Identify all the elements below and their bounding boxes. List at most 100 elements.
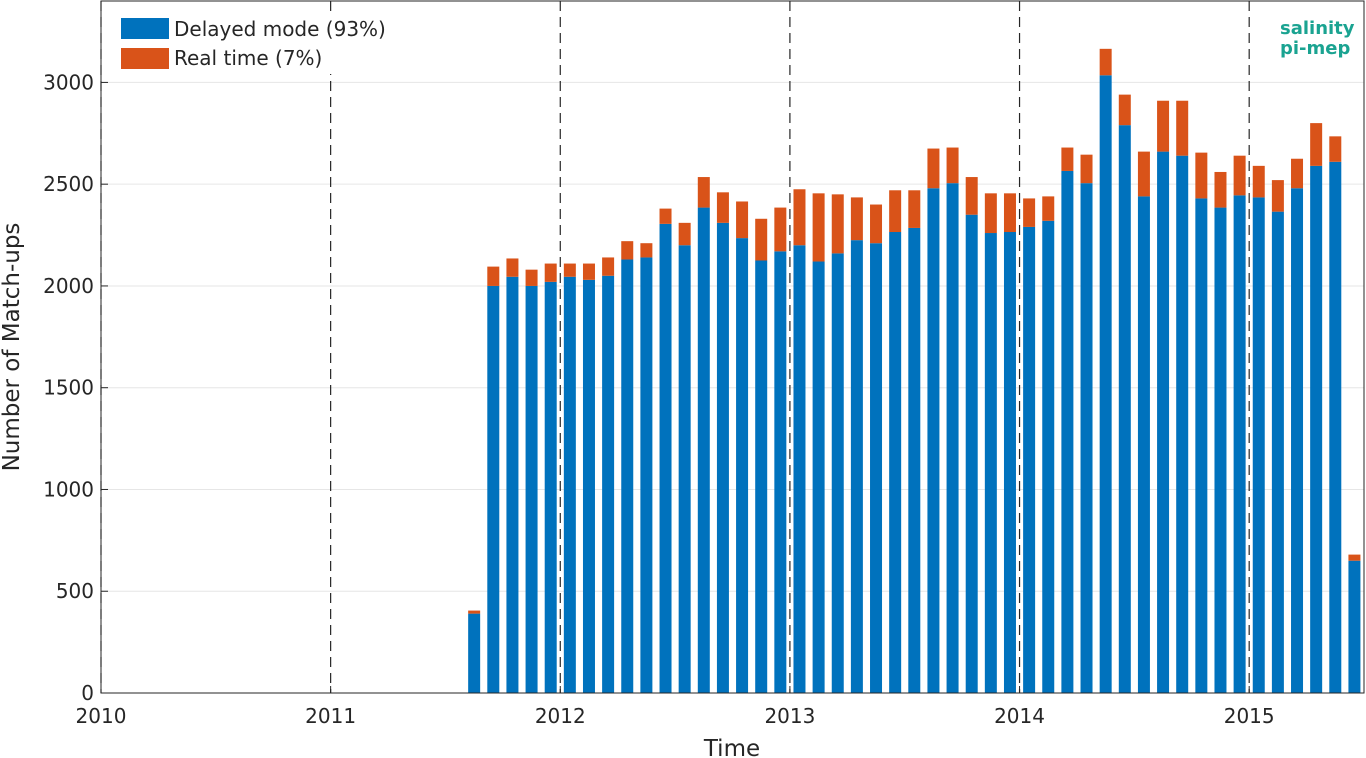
bar-delayed-2014-09: [1176, 155, 1189, 693]
bar-realtime-2013-10: [965, 177, 978, 215]
x-axis-ticks: 2010 2011 2012 2013 2014 2015: [76, 686, 1275, 728]
bar-delayed-2013-10: [965, 214, 978, 694]
legend-label-delayed: Delayed mode (93%): [174, 17, 386, 41]
bar-delayed-2012-07: [678, 245, 691, 693]
x-tick-label-2014: 2014: [994, 704, 1045, 728]
bar-realtime-2012-11: [755, 218, 768, 261]
bar-realtime-2012-04: [621, 241, 634, 260]
bar-delayed-2012-02: [582, 279, 595, 693]
bar-delayed-2014-05: [1099, 75, 1112, 694]
plot-frame: [100, 0, 1365, 694]
bar-delayed-2011-11: [525, 285, 538, 693]
bar-realtime-2011-12: [544, 263, 557, 282]
bar-delayed-2013-02: [812, 261, 825, 693]
bar-delayed-2015-05: [1329, 161, 1342, 694]
bar-realtime-2014-06: [1118, 94, 1131, 126]
bar-realtime-2012-02: [582, 263, 595, 280]
bar-realtime-2013-03: [831, 194, 844, 254]
bar-realtime-2011-09: [487, 266, 500, 286]
salinity-pi-mep-logo: salinity pi-mep: [1280, 18, 1355, 59]
bar-realtime-2013-09: [946, 147, 959, 184]
legend-swatch-delayed: [121, 18, 169, 39]
bar-delayed-2012-10: [736, 238, 749, 694]
bar-delayed-2013-12: [1003, 232, 1016, 693]
bar-delayed-2011-09: [487, 285, 500, 693]
bar-delayed-2013-09: [946, 183, 959, 694]
bar-realtime-2013-12: [1003, 193, 1016, 233]
bar-delayed-2013-07: [908, 227, 921, 693]
bar-delayed-2013-05: [870, 243, 883, 693]
legend-swatch-realtime: [121, 48, 169, 69]
bar-realtime-2012-07: [678, 222, 691, 246]
bar-delayed-2012-11: [755, 260, 768, 693]
bar-realtime-2012-10: [736, 201, 749, 239]
bar-delayed-2015-04: [1310, 165, 1323, 693]
bar-delayed-2012-12: [774, 251, 787, 693]
bar-realtime-2013-06: [889, 190, 902, 233]
bar-realtime-2012-09: [716, 192, 729, 223]
bar-delayed-2014-07: [1137, 196, 1150, 693]
x-axis-title: Time: [703, 736, 760, 758]
bar-delayed-2015-01: [1252, 197, 1265, 693]
bar-realtime-2015-03: [1291, 158, 1304, 189]
bar-realtime-2013-08: [927, 148, 940, 189]
bar-realtime-2012-01: [563, 263, 576, 277]
bar-delayed-2014-04: [1080, 183, 1093, 694]
bar-delayed-2014-08: [1157, 151, 1170, 694]
bar-delayed-2014-06: [1118, 125, 1131, 693]
bar-delayed-2011-12: [544, 281, 557, 693]
bar-realtime-2015-05: [1329, 136, 1342, 162]
bar-delayed-2014-10: [1195, 198, 1208, 693]
bar-delayed-2012-05: [640, 257, 653, 693]
bar-realtime-2013-11: [984, 193, 997, 234]
bar-realtime-2014-09: [1176, 100, 1189, 156]
bar-realtime-2014-11: [1214, 171, 1227, 208]
bar-delayed-2011-08: [468, 613, 481, 693]
bar-realtime-2014-04: [1080, 154, 1093, 184]
bar-realtime-2014-07: [1137, 151, 1150, 197]
bar-delayed-2011-10: [506, 276, 519, 693]
bar-realtime-2012-06: [659, 208, 672, 224]
bar-delayed-2014-03: [1061, 170, 1074, 694]
y-tick-label-3000: 3000: [43, 70, 94, 94]
bar-realtime-2015-04: [1310, 123, 1323, 166]
bar-realtime-2015-02: [1271, 180, 1284, 212]
bar-delayed-2015-06: [1348, 560, 1361, 693]
bar-realtime-2013-07: [908, 190, 921, 228]
y-tick-label-1500: 1500: [43, 376, 94, 400]
bar-delayed-2012-06: [659, 223, 672, 694]
bar-realtime-2015-01: [1252, 165, 1265, 198]
bar-realtime-2011-11: [525, 269, 538, 286]
bar-realtime-2013-02: [812, 193, 825, 262]
bar-delayed-2015-02: [1271, 211, 1284, 693]
y-tick-label-0: 0: [81, 681, 94, 705]
bar-realtime-2014-02: [1042, 196, 1055, 221]
y-axis-ticks: 0 500 1000 1500 2000 2500 3000: [43, 70, 108, 705]
bar-realtime-2012-08: [697, 177, 710, 208]
bars: [468, 48, 1361, 694]
logo-text-line2: pi-mep: [1280, 38, 1350, 59]
bar-delayed-2013-03: [831, 253, 844, 693]
bar-delayed-2014-12: [1233, 195, 1246, 693]
bar-delayed-2014-01: [1023, 226, 1036, 693]
logo-text-line1: salinity: [1280, 18, 1355, 39]
bar-realtime-2014-12: [1233, 155, 1246, 196]
bar-delayed-2013-04: [850, 240, 863, 693]
bar-delayed-2014-11: [1214, 207, 1227, 694]
bar-delayed-2012-04: [621, 259, 634, 693]
bar-realtime-2012-12: [774, 207, 787, 252]
y-tick-label-2500: 2500: [43, 172, 94, 196]
bar-delayed-2013-08: [927, 188, 940, 693]
plot-background: [101, 1, 1364, 693]
x-tick-label-2015: 2015: [1224, 704, 1275, 728]
bar-delayed-2012-03: [602, 275, 615, 693]
y-tick-label-2000: 2000: [43, 274, 94, 298]
bar-realtime-2014-08: [1157, 100, 1170, 152]
bar-realtime-2014-05: [1099, 48, 1112, 76]
bar-realtime-2012-05: [640, 243, 653, 258]
legend-label-realtime: Real time (7%): [174, 46, 322, 70]
x-tick-label-2011: 2011: [305, 704, 356, 728]
bar-realtime-2014-10: [1195, 152, 1208, 199]
y-axis-title: Number of Match-ups: [0, 223, 25, 472]
